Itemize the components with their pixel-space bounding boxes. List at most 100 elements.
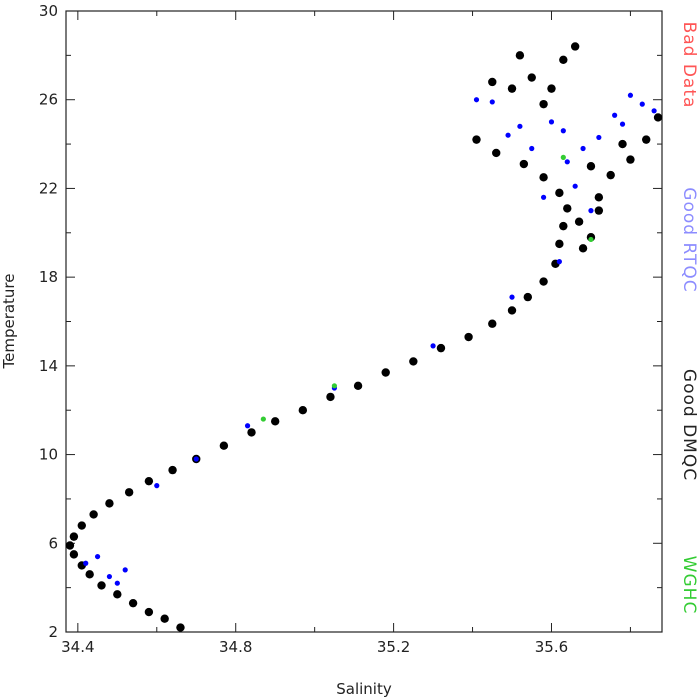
data-point-good-dmqc bbox=[472, 135, 481, 144]
data-point-good-dmqc bbox=[527, 73, 536, 82]
data-point-good-rtqc bbox=[596, 134, 602, 141]
data-point-good-rtqc bbox=[612, 112, 618, 118]
y-axis-title: Temperature bbox=[0, 273, 18, 369]
data-point-good-dmqc bbox=[574, 217, 584, 226]
data-point-good-dmqc bbox=[515, 51, 525, 60]
data-point-good-dmqc bbox=[168, 465, 177, 475]
data-point-good-dmqc bbox=[519, 159, 529, 169]
data-point-good-dmqc bbox=[270, 417, 280, 426]
data-point-good-dmqc bbox=[128, 598, 138, 608]
x-tick-label: 35.6 bbox=[535, 638, 568, 656]
data-point-good-rtqc bbox=[473, 97, 480, 103]
data-point-good-dmqc bbox=[298, 406, 308, 415]
data-point-good-dmqc bbox=[618, 139, 627, 149]
data-point-good-dmqc bbox=[488, 77, 497, 87]
data-point-good-rtqc bbox=[651, 108, 657, 114]
data-point-good-dmqc bbox=[555, 239, 564, 249]
data-point-good-dmqc bbox=[559, 55, 568, 64]
data-point-good-dmqc bbox=[626, 155, 635, 164]
data-point-good-dmqc bbox=[89, 510, 98, 519]
legend: Bad Data Good RTQC Good DMQC WGHC bbox=[679, 22, 699, 615]
legend-good-rtqc: Good RTQC bbox=[679, 187, 699, 292]
data-point-wghc bbox=[560, 154, 566, 160]
y-tick-label: 26 bbox=[39, 91, 58, 109]
data-point-good-rtqc bbox=[244, 423, 251, 429]
data-point-good-rtqc bbox=[580, 145, 586, 152]
x-tick-label: 34.8 bbox=[219, 638, 252, 656]
data-point-good-dmqc bbox=[353, 381, 363, 391]
data-point-good-rtqc bbox=[430, 343, 436, 349]
data-points bbox=[65, 42, 663, 632]
x-tick-label: 35.2 bbox=[377, 638, 410, 656]
data-point-good-dmqc bbox=[160, 614, 169, 623]
data-point-good-rtqc bbox=[529, 145, 535, 152]
y-tick-label: 2 bbox=[48, 623, 58, 641]
data-point-good-dmqc bbox=[77, 521, 86, 530]
plot-frame bbox=[65, 10, 663, 633]
data-point-good-rtqc bbox=[564, 159, 570, 165]
data-point-good-dmqc bbox=[570, 42, 580, 51]
data-point-good-dmqc bbox=[464, 332, 473, 342]
y-tick-label: 6 bbox=[48, 534, 58, 552]
y-tick-label: 18 bbox=[39, 268, 58, 286]
data-point-good-dmqc bbox=[492, 148, 501, 158]
data-point-good-rtqc bbox=[639, 101, 645, 107]
data-point-good-rtqc bbox=[154, 483, 160, 489]
data-point-good-rtqc bbox=[94, 553, 101, 560]
data-point-good-dmqc bbox=[144, 607, 154, 617]
data-point-good-dmqc bbox=[113, 590, 122, 599]
data-point-wghc bbox=[331, 383, 337, 389]
data-point-good-dmqc bbox=[586, 162, 596, 171]
data-point-good-dmqc bbox=[578, 244, 588, 253]
data-point-good-dmqc bbox=[539, 277, 548, 286]
data-point-good-rtqc bbox=[588, 208, 594, 214]
data-point-good-dmqc bbox=[507, 306, 517, 315]
data-point-good-dmqc bbox=[176, 623, 185, 632]
data-point-good-dmqc bbox=[594, 206, 604, 215]
legend-good-dmqc: Good DMQC bbox=[679, 369, 699, 481]
data-point-good-rtqc bbox=[627, 92, 634, 98]
data-point-good-dmqc bbox=[606, 170, 615, 180]
data-point-good-rtqc bbox=[540, 194, 547, 200]
data-point-good-dmqc bbox=[547, 84, 556, 93]
legend-wghc: WGHC bbox=[679, 556, 699, 615]
data-point-good-dmqc bbox=[381, 368, 390, 377]
data-point-good-dmqc bbox=[124, 488, 134, 497]
data-point-good-rtqc bbox=[548, 119, 555, 125]
data-point-good-dmqc bbox=[65, 541, 75, 550]
data-point-good-dmqc bbox=[144, 476, 154, 486]
data-point-good-dmqc bbox=[69, 550, 79, 559]
y-tick-label: 22 bbox=[39, 179, 58, 197]
data-point-good-dmqc bbox=[594, 193, 604, 202]
data-point-good-dmqc bbox=[555, 188, 564, 198]
data-point-good-rtqc bbox=[505, 132, 511, 138]
data-point-good-dmqc bbox=[247, 428, 256, 437]
data-point-good-rtqc bbox=[556, 259, 562, 265]
y-tick-label: 14 bbox=[39, 357, 58, 375]
axis-ticks bbox=[66, 10, 662, 633]
data-point-good-dmqc bbox=[507, 84, 517, 93]
data-point-wghc bbox=[588, 236, 594, 243]
data-point-good-dmqc bbox=[539, 173, 548, 182]
data-point-good-rtqc bbox=[509, 294, 515, 300]
data-point-good-dmqc bbox=[97, 581, 106, 590]
data-point-good-dmqc bbox=[85, 570, 94, 579]
data-point-good-rtqc bbox=[572, 183, 578, 189]
data-point-good-dmqc bbox=[653, 113, 663, 122]
data-point-good-dmqc bbox=[326, 392, 335, 402]
data-point-good-dmqc bbox=[69, 532, 79, 541]
data-point-good-dmqc bbox=[563, 204, 572, 213]
legend-bad-data: Bad Data bbox=[679, 22, 699, 109]
data-point-wghc bbox=[260, 416, 266, 422]
data-point-good-rtqc bbox=[122, 567, 128, 573]
data-point-good-rtqc bbox=[619, 121, 626, 127]
data-point-good-dmqc bbox=[642, 135, 651, 144]
data-point-good-dmqc bbox=[559, 221, 568, 231]
data-point-good-rtqc bbox=[106, 573, 113, 580]
data-point-good-dmqc bbox=[539, 99, 548, 109]
data-point-good-dmqc bbox=[488, 319, 497, 328]
data-point-good-dmqc bbox=[523, 292, 533, 302]
y-tick-label: 30 bbox=[39, 2, 58, 20]
